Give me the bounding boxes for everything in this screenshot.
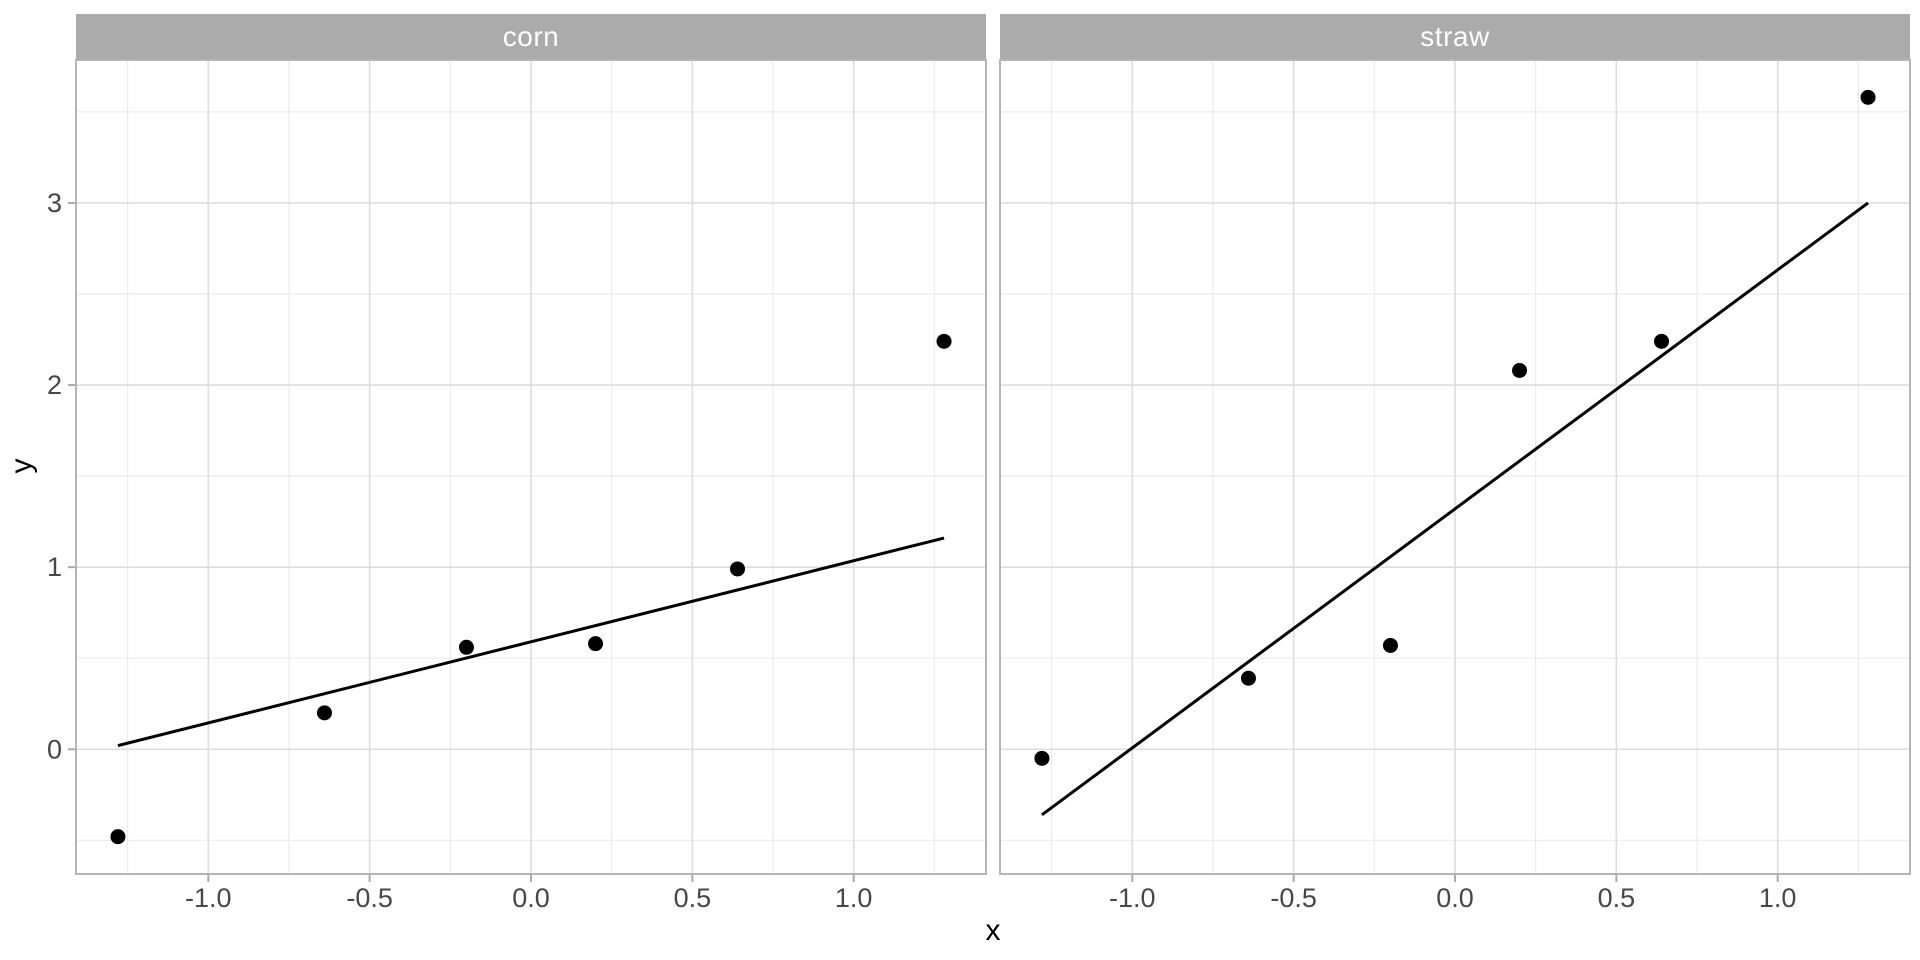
y-tick-label: 3 <box>47 188 62 218</box>
facet-strip-label: corn <box>502 21 560 52</box>
data-point <box>1240 670 1256 686</box>
x-tick-label: -0.5 <box>346 883 393 913</box>
data-point <box>1512 362 1528 378</box>
data-point <box>730 561 746 577</box>
y-axis-title: y <box>5 458 38 474</box>
data-point <box>316 705 332 721</box>
x-tick-label: 1.0 <box>1759 883 1797 913</box>
y-tick-label: 0 <box>47 734 62 764</box>
data-point <box>1654 333 1670 349</box>
y-tick-label: 2 <box>47 370 62 400</box>
x-tick-label: 1.0 <box>835 883 873 913</box>
facet-strip-label: straw <box>1420 21 1490 52</box>
x-tick-label: -1.0 <box>185 883 232 913</box>
fit-line <box>1041 201 1869 817</box>
data-point <box>1034 750 1050 766</box>
data-point <box>588 636 604 652</box>
data-point <box>110 829 126 845</box>
x-tick-label: 0.0 <box>512 883 550 913</box>
x-tick-label: -1.0 <box>1109 883 1156 913</box>
x-axis-title: x <box>985 914 1001 947</box>
data-point <box>936 333 952 349</box>
y-tick-label: 1 <box>47 552 62 582</box>
x-tick-label: 0.5 <box>1598 883 1636 913</box>
data-point <box>1382 637 1398 653</box>
x-tick-label: -0.5 <box>1270 883 1317 913</box>
facet-strip-corn: corn <box>76 14 986 60</box>
x-tick-label: 0.0 <box>1436 883 1474 913</box>
facet-strip-straw: straw <box>1000 14 1910 60</box>
fit-line <box>117 536 945 748</box>
data-point <box>458 639 474 655</box>
data-point <box>1860 89 1876 105</box>
x-tick-label: 0.5 <box>674 883 712 913</box>
